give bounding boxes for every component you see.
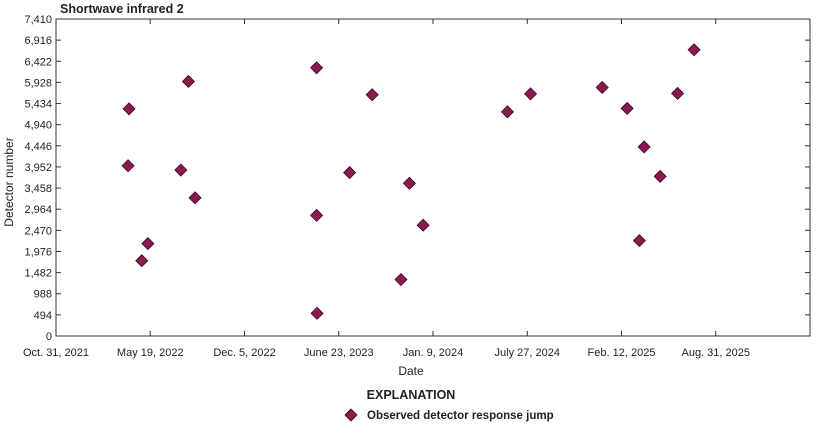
data-point [416,218,430,232]
x-tick-label: Oct. 31, 2021 [23,347,89,359]
data-point [595,80,609,95]
y-tick-label: 3,952 [24,162,52,174]
data-point [310,208,324,222]
x-tick-label: May 19, 2022 [117,347,184,359]
data-point [174,163,188,177]
data-point [637,140,651,154]
legend: Observed detector response jump [344,408,554,422]
y-tick-label: 7,410 [24,14,52,26]
legend-marker [344,408,358,422]
data-point [310,61,324,75]
y-tick-label: 6,916 [24,35,52,47]
data-point [523,87,538,101]
data-point [687,43,701,57]
data-point [671,86,685,101]
y-tick-label: 1,976 [24,246,52,258]
legend-title: EXPLANATION [367,388,456,402]
y-tick-label: 4,940 [24,120,52,132]
y-axis-label: Detector number [2,137,16,226]
data-point [653,169,667,183]
data-point [620,101,634,115]
data-point [310,306,324,320]
chart-title: Shortwave infrared 2 [60,2,184,16]
y-tick-label: 3,458 [24,183,52,195]
x-tick-label: Dec. 5, 2022 [213,347,275,359]
data-point [632,234,646,248]
data-point [122,102,136,116]
plot-frame [55,18,811,337]
y-tick-label: 4,446 [24,141,52,153]
legend-label: Observed detector response jump [367,410,554,422]
data-point [141,237,155,251]
x-tick-label: Jan. 9, 2024 [403,347,464,359]
y-tick-label: 2,964 [24,204,52,216]
y-tick-label: 1,482 [24,268,52,280]
data-point [121,159,135,173]
y-tick-label: 5,434 [24,99,52,111]
data-point [394,272,408,287]
data-point [135,254,149,268]
data-point [365,88,379,102]
y-tick-label: 2,470 [24,225,52,237]
x-tick-label: July 27, 2024 [495,347,560,359]
data-point [402,176,417,190]
data-point [500,105,515,119]
x-axis-label: Date [398,364,424,378]
y-tick-label: 494 [34,310,52,322]
y-tick-label: 0 [46,331,52,343]
x-tick-label: Aug. 31, 2025 [681,347,750,359]
y-tick-label: 5,928 [24,77,52,89]
x-tick-label: Feb. 12, 2025 [588,347,656,359]
data-point [343,166,357,180]
data-point [188,191,202,205]
x-tick-label: June 23, 2023 [304,347,374,359]
y-tick-label: 988 [34,289,52,301]
y-tick-label: 6,422 [24,56,52,68]
data-point [181,74,195,89]
